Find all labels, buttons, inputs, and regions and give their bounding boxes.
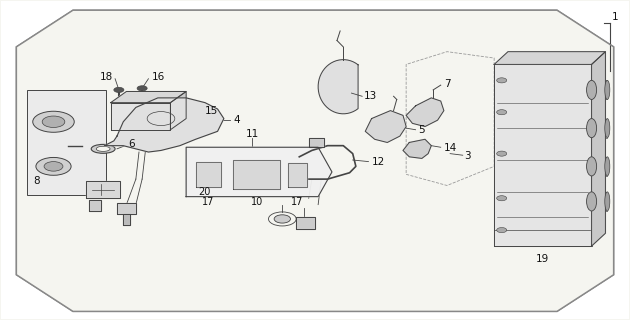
Polygon shape bbox=[89, 200, 101, 211]
Text: 6: 6 bbox=[129, 139, 135, 149]
Circle shape bbox=[496, 78, 507, 83]
Circle shape bbox=[274, 215, 290, 223]
Text: 12: 12 bbox=[372, 157, 385, 167]
Circle shape bbox=[33, 111, 74, 132]
Text: 10: 10 bbox=[251, 197, 263, 207]
Circle shape bbox=[36, 157, 71, 175]
Text: 7: 7 bbox=[444, 79, 450, 89]
Ellipse shape bbox=[587, 119, 597, 138]
Ellipse shape bbox=[587, 157, 597, 176]
Polygon shape bbox=[233, 160, 280, 189]
Polygon shape bbox=[123, 214, 130, 225]
Polygon shape bbox=[111, 92, 186, 103]
Ellipse shape bbox=[605, 80, 610, 100]
Text: 11: 11 bbox=[246, 129, 259, 139]
Polygon shape bbox=[117, 203, 136, 214]
Circle shape bbox=[496, 196, 507, 201]
Polygon shape bbox=[494, 64, 592, 246]
Circle shape bbox=[137, 86, 147, 91]
Circle shape bbox=[42, 116, 65, 127]
Polygon shape bbox=[403, 139, 432, 158]
Polygon shape bbox=[86, 181, 120, 198]
Text: 16: 16 bbox=[152, 72, 165, 82]
Polygon shape bbox=[309, 138, 324, 147]
Polygon shape bbox=[296, 217, 315, 228]
Ellipse shape bbox=[587, 80, 597, 100]
Circle shape bbox=[496, 151, 507, 156]
Polygon shape bbox=[494, 52, 605, 64]
Polygon shape bbox=[16, 10, 614, 311]
Ellipse shape bbox=[91, 144, 115, 153]
Text: 18: 18 bbox=[100, 72, 113, 82]
Text: 1: 1 bbox=[612, 12, 618, 22]
Polygon shape bbox=[111, 103, 171, 130]
Polygon shape bbox=[195, 162, 220, 187]
Polygon shape bbox=[16, 10, 614, 311]
Polygon shape bbox=[288, 163, 307, 187]
Polygon shape bbox=[406, 98, 444, 126]
Circle shape bbox=[496, 110, 507, 115]
Bar bbox=[27, 90, 106, 195]
Text: 14: 14 bbox=[444, 143, 457, 153]
Polygon shape bbox=[186, 147, 332, 197]
Polygon shape bbox=[592, 52, 605, 246]
Ellipse shape bbox=[605, 119, 610, 138]
Text: 5: 5 bbox=[418, 125, 425, 135]
Text: 8: 8 bbox=[33, 176, 40, 186]
Text: 17: 17 bbox=[291, 197, 304, 207]
Ellipse shape bbox=[605, 192, 610, 211]
Text: 19: 19 bbox=[536, 254, 549, 264]
Ellipse shape bbox=[605, 157, 610, 176]
Circle shape bbox=[44, 162, 63, 171]
Text: 20: 20 bbox=[198, 187, 211, 197]
Circle shape bbox=[496, 228, 507, 233]
Text: 13: 13 bbox=[364, 91, 377, 101]
Text: 17: 17 bbox=[202, 197, 214, 207]
Polygon shape bbox=[105, 98, 224, 152]
Text: 3: 3 bbox=[464, 151, 471, 161]
Polygon shape bbox=[365, 111, 406, 142]
Circle shape bbox=[114, 87, 124, 92]
Polygon shape bbox=[171, 92, 186, 130]
Text: 15: 15 bbox=[205, 106, 218, 116]
Polygon shape bbox=[318, 60, 358, 114]
Ellipse shape bbox=[587, 192, 597, 211]
Text: 4: 4 bbox=[233, 115, 240, 125]
Ellipse shape bbox=[96, 146, 110, 151]
